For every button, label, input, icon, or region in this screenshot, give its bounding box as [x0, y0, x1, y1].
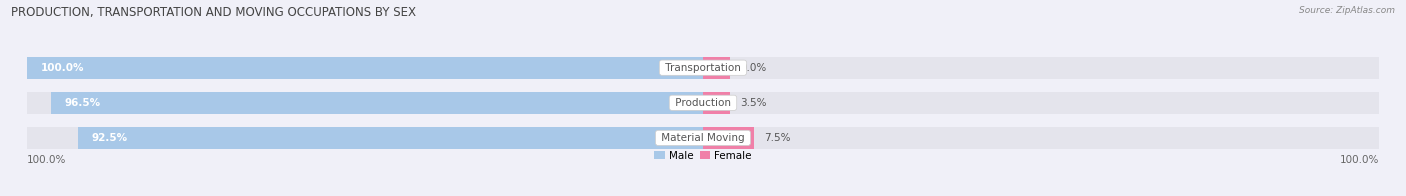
Text: 3.5%: 3.5%	[740, 98, 766, 108]
Text: Transportation: Transportation	[662, 63, 744, 73]
Text: Production: Production	[672, 98, 734, 108]
Bar	[703, 92, 730, 114]
Text: 96.5%: 96.5%	[65, 98, 101, 108]
Bar	[703, 127, 754, 149]
Text: Source: ZipAtlas.com: Source: ZipAtlas.com	[1299, 6, 1395, 15]
Text: 92.5%: 92.5%	[91, 133, 128, 143]
Text: 7.5%: 7.5%	[763, 133, 790, 143]
Bar	[77, 127, 703, 149]
Text: PRODUCTION, TRANSPORTATION AND MOVING OCCUPATIONS BY SEX: PRODUCTION, TRANSPORTATION AND MOVING OC…	[11, 6, 416, 19]
Legend: Male, Female: Male, Female	[650, 147, 756, 165]
Bar	[27, 57, 1379, 79]
Bar	[27, 92, 1379, 114]
Bar	[27, 127, 1379, 149]
Text: 0.0%: 0.0%	[740, 63, 766, 73]
Bar	[27, 57, 703, 79]
Bar	[51, 92, 703, 114]
Text: 100.0%: 100.0%	[41, 63, 84, 73]
Text: Material Moving: Material Moving	[658, 133, 748, 143]
Text: 100.0%: 100.0%	[27, 155, 66, 165]
Text: 100.0%: 100.0%	[1340, 155, 1379, 165]
Bar	[703, 57, 730, 79]
